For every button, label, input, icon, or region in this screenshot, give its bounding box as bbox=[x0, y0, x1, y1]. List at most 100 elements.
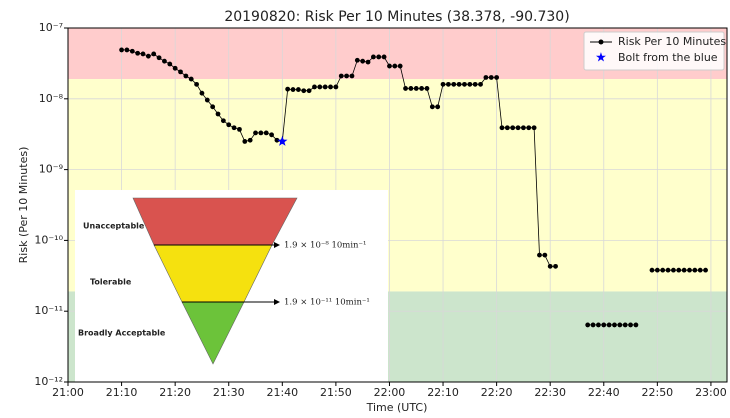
point bbox=[387, 63, 392, 69]
point bbox=[263, 130, 269, 136]
point bbox=[306, 88, 312, 94]
legend: Risk Per 10 Minutes ★ Bolt from the blue bbox=[583, 31, 726, 71]
x-tick-label: 21:00 bbox=[52, 386, 84, 399]
point bbox=[156, 55, 162, 61]
point bbox=[119, 47, 124, 53]
arrowhead bbox=[274, 242, 280, 248]
point bbox=[344, 73, 350, 79]
point bbox=[360, 58, 366, 64]
point bbox=[451, 81, 457, 87]
plot bbox=[119, 47, 708, 328]
point bbox=[199, 90, 205, 96]
point bbox=[521, 125, 526, 131]
arrowhead bbox=[274, 299, 280, 305]
point bbox=[397, 63, 403, 69]
legend-marker bbox=[598, 39, 604, 45]
point bbox=[504, 125, 510, 131]
point bbox=[628, 322, 633, 328]
point bbox=[494, 75, 500, 80]
point bbox=[349, 73, 355, 79]
legend-box bbox=[583, 31, 725, 71]
point bbox=[472, 81, 478, 87]
x-tick-label: 21:50 bbox=[320, 386, 352, 399]
point bbox=[231, 125, 237, 131]
point bbox=[467, 81, 473, 87]
chart-title: 20190820: Risk Per 10 Minutes (38.378, -… bbox=[224, 9, 569, 25]
inset: Unacceptable Tolerable Broadly Acceptabl… bbox=[75, 190, 388, 382]
point bbox=[312, 84, 317, 90]
point bbox=[226, 122, 232, 128]
point bbox=[338, 73, 344, 79]
point bbox=[215, 111, 221, 117]
x-tick-label: 21:30 bbox=[213, 386, 245, 399]
point bbox=[429, 104, 435, 110]
point bbox=[413, 86, 419, 91]
point bbox=[285, 86, 291, 92]
point bbox=[178, 69, 183, 75]
x-tick-label: 22:30 bbox=[534, 386, 566, 399]
point bbox=[665, 267, 671, 273]
point bbox=[253, 130, 258, 136]
point bbox=[445, 81, 451, 87]
point bbox=[370, 54, 376, 60]
point bbox=[295, 87, 301, 92]
point bbox=[596, 322, 601, 328]
point bbox=[499, 125, 505, 131]
level-label: Broadly Acceptable bbox=[78, 329, 166, 338]
point bbox=[333, 84, 339, 90]
point bbox=[692, 267, 698, 273]
x-tick-label: 22:20 bbox=[481, 386, 513, 399]
point bbox=[269, 132, 274, 138]
point bbox=[483, 75, 489, 80]
point bbox=[151, 51, 157, 57]
point bbox=[622, 322, 628, 328]
point bbox=[376, 54, 382, 60]
point bbox=[553, 263, 558, 269]
x-axis-label: Time (UTC) bbox=[366, 401, 428, 414]
point bbox=[247, 137, 253, 143]
point bbox=[649, 267, 655, 273]
x-tick-label: 23:00 bbox=[695, 386, 727, 399]
star-marker bbox=[277, 135, 288, 146]
point bbox=[703, 267, 708, 273]
point bbox=[242, 139, 248, 144]
y-axis-label: Risk (Per 10 Minutes) bbox=[17, 147, 30, 264]
point bbox=[681, 267, 687, 273]
point bbox=[172, 65, 178, 71]
point bbox=[424, 86, 430, 91]
point bbox=[403, 86, 408, 91]
point bbox=[408, 86, 414, 91]
point bbox=[381, 54, 387, 60]
point bbox=[183, 73, 189, 79]
legend-marker: ★ bbox=[595, 51, 607, 66]
point bbox=[510, 125, 516, 131]
point bbox=[274, 137, 280, 143]
point bbox=[515, 125, 521, 131]
point bbox=[531, 125, 537, 131]
point bbox=[392, 63, 398, 69]
point bbox=[526, 125, 532, 131]
y-tick-label: 10⁻⁸ bbox=[39, 92, 64, 105]
x-tick-label: 22:10 bbox=[427, 386, 459, 399]
point bbox=[537, 252, 542, 258]
point bbox=[654, 267, 660, 273]
point bbox=[140, 51, 146, 57]
y-tick-label: 10⁻¹² bbox=[34, 375, 63, 388]
x-tick-label: 21:20 bbox=[159, 386, 191, 399]
y-tick-label: 10⁻⁷ bbox=[39, 21, 63, 34]
level-label: Unacceptable bbox=[83, 222, 145, 231]
level-unacceptable bbox=[132, 197, 298, 246]
point bbox=[220, 118, 226, 124]
y-tick-label: 10⁻⁹ bbox=[39, 163, 63, 176]
point bbox=[633, 322, 639, 328]
level-label: Tolerable bbox=[90, 278, 132, 287]
legend-label: Bolt from the blue bbox=[618, 51, 718, 64]
point bbox=[290, 87, 296, 92]
point bbox=[687, 267, 692, 273]
x-tick-label: 21:10 bbox=[106, 386, 138, 399]
point bbox=[365, 59, 371, 65]
threshold-label: 1.9 × 10⁻⁸ 10min⁻¹ bbox=[284, 241, 366, 251]
threshold-label: 1.9 × 10⁻¹¹ 10min⁻¹ bbox=[284, 298, 370, 308]
point bbox=[488, 75, 494, 80]
